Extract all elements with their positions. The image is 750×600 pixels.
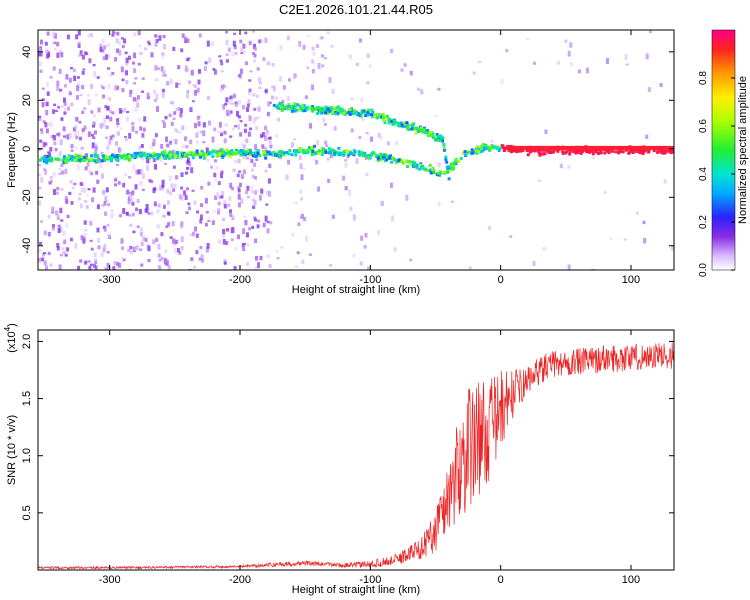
y-tick-label: 2.0 <box>21 334 33 349</box>
spectrogram-xlabel: Height of straight line (km) <box>292 284 420 296</box>
x-tick-label: 0 <box>498 574 504 586</box>
colorbar-tick-label: 0.4 <box>698 167 709 181</box>
snr-ylabel: SNR (10 * v/v) <box>6 415 18 485</box>
colorbar-tick-label: 0.2 <box>698 215 709 229</box>
x-tick-label: 0 <box>498 274 504 286</box>
y-tick-label: -40 <box>21 238 33 254</box>
x-tick-label: -100 <box>359 274 381 286</box>
colorbar-tick-label: 0.0 <box>698 263 709 277</box>
colorbar-tick-label: 0.8 <box>698 71 709 85</box>
snr-multiplier: (x104) <box>3 323 18 353</box>
snr-frame <box>37 329 675 571</box>
y-tick-label: 40 <box>21 46 33 58</box>
svg-text:(x104): (x104) <box>3 323 18 353</box>
x-tick-label: 100 <box>622 574 640 586</box>
snr-plot: -300 -200 -100 0 100 0.5 1.0 1.5 2.0 Height of s… <box>3 323 675 596</box>
snr-multiplier-base: (x10 <box>6 331 18 352</box>
colorbar-axis: 0.0 0.2 0.4 0.6 0.8 <box>698 71 735 277</box>
snr-axes: -300 -200 -100 0 100 0.5 1.0 1.5 2.0 <box>21 330 674 586</box>
x-tick-label: -300 <box>99 574 121 586</box>
colorbar-gradient <box>711 29 736 271</box>
spectrogram-frame <box>37 29 675 271</box>
figure-title: C2E1.2026.101.21.44.R05 <box>279 2 433 17</box>
snr-series-line <box>38 342 674 570</box>
colorbar: 0.0 0.2 0.4 0.6 0.8 Normalized spectral ampl… <box>698 29 749 277</box>
snr-xlabel: Height of straight line (km) <box>292 584 420 596</box>
colorbar-label: Normalized spectral amplitude <box>737 76 749 224</box>
x-tick-label: -300 <box>99 274 121 286</box>
colorbar-tick-label: 0.6 <box>698 119 709 133</box>
x-tick-label: -200 <box>229 574 251 586</box>
y-tick-label: 0 <box>21 146 33 152</box>
y-tick-label: 20 <box>21 94 33 106</box>
y-tick-label: -20 <box>21 189 33 205</box>
snr-multiplier-exp: 4 <box>3 326 12 331</box>
x-tick-label: -200 <box>229 274 251 286</box>
y-tick-label: 1.0 <box>21 448 33 463</box>
x-tick-label: -100 <box>359 574 381 586</box>
spectrogram-ylabel: Frequency (Hz) <box>6 112 18 188</box>
y-tick-label: 0.5 <box>21 505 33 520</box>
y-tick-label: 1.5 <box>21 391 33 406</box>
x-tick-label: 100 <box>622 274 640 286</box>
spectrogram-image <box>38 30 674 270</box>
